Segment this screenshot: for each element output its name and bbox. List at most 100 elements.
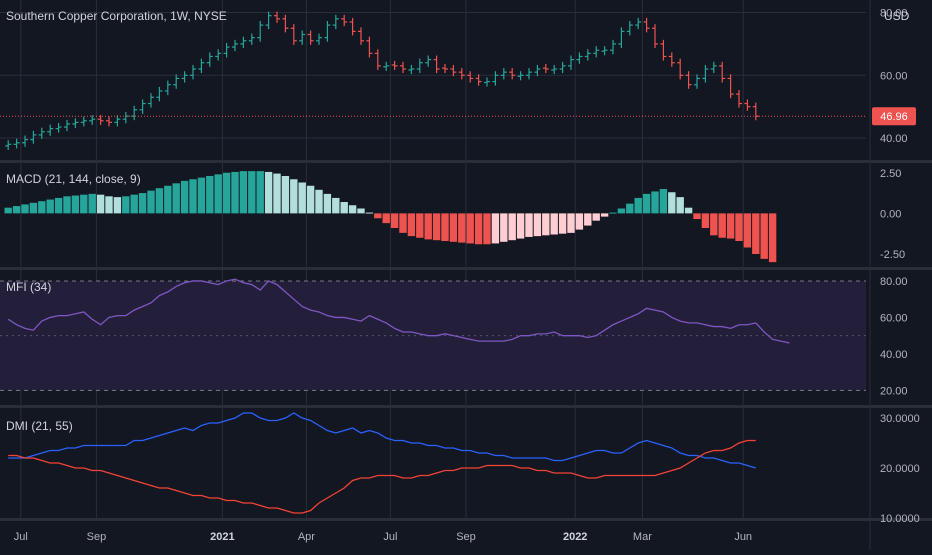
macd-histogram-bar[interactable] [332,197,340,214]
macd-histogram-bar[interactable] [651,191,659,214]
macd-histogram-bar[interactable] [290,179,298,214]
macd-histogram-bar[interactable] [231,171,239,214]
macd-histogram-bar[interactable] [584,213,592,226]
macd-histogram-bar[interactable] [138,193,147,214]
macd-histogram-bar[interactable] [281,176,290,214]
macd-title[interactable]: MACD (21, 144, close, 9) [6,172,141,186]
macd-histogram-bar[interactable] [710,213,718,236]
macd-histogram-bar[interactable] [525,213,533,237]
macd-histogram-bar[interactable] [365,212,374,214]
macd-histogram-bar[interactable] [29,202,38,214]
macd-histogram-bar[interactable] [164,185,172,214]
macd-histogram-bar[interactable] [693,213,701,220]
macd-histogram-bar[interactable] [54,197,63,214]
price-pane[interactable] [0,11,866,150]
macd-histogram-bar[interactable] [96,194,105,214]
macd-histogram-bar[interactable] [46,199,54,214]
macd-histogram-bar[interactable] [264,171,273,214]
dmi-minus-line[interactable] [8,439,756,514]
macd-histogram-bar[interactable] [550,213,558,235]
time-axis[interactable]: Jul Sep 2021 Apr Jul Sep 2022 Mar Jun [14,531,752,543]
macd-histogram-bar[interactable] [676,197,684,214]
macd-histogram-bar[interactable] [88,193,96,214]
macd-histogram-bar[interactable] [130,194,138,214]
macd-histogram-bar[interactable] [206,176,214,214]
macd-histogram-bar[interactable] [684,207,693,214]
macd-histogram-bar[interactable] [701,213,710,228]
macd-histogram-bar[interactable] [172,183,180,214]
macd-histogram-bar[interactable] [474,213,483,245]
macd-histogram-bar[interactable] [516,213,525,239]
macd-histogram-bar[interactable] [609,212,617,214]
macd-histogram-bar[interactable] [617,208,626,214]
macd-histogram-bar[interactable] [491,213,500,244]
macd-histogram-bar[interactable] [298,182,306,214]
macd-histogram-bar[interactable] [626,203,634,214]
macd-histogram-bar[interactable] [21,204,29,214]
dmi-plus-line[interactable] [8,412,756,469]
macd-histogram-bar[interactable] [63,196,71,214]
macd-histogram-bar[interactable] [197,177,206,214]
macd-histogram-bar[interactable] [180,180,189,214]
macd-histogram-bar[interactable] [71,195,80,214]
macd-histogram-bar[interactable] [542,213,550,236]
macd-histogram-bar[interactable] [600,213,609,217]
macd-histogram-bar[interactable] [399,213,407,233]
macd-histogram-bar[interactable] [189,179,197,214]
macd-histogram-bar[interactable] [80,194,88,214]
mfi-title[interactable]: MFI (34) [6,280,51,294]
macd-histogram-bar[interactable] [575,213,584,230]
macd-histogram-bar[interactable] [4,207,12,214]
macd-histogram-bar[interactable] [726,213,735,239]
macd-histogram-bar[interactable] [424,213,432,240]
pane-separator[interactable] [0,267,932,270]
macd-histogram-bar[interactable] [38,201,46,214]
macd-histogram-bar[interactable] [357,208,365,214]
macd-histogram-bar[interactable] [323,193,332,214]
symbol-title[interactable]: Southern Copper Corporation, 1W, NYSE [6,9,227,23]
macd-histogram-bar[interactable] [567,213,575,233]
macd-histogram-bar[interactable] [558,213,567,234]
pane-separator[interactable] [0,518,932,521]
macd-pane[interactable] [4,171,777,263]
macd-histogram-bar[interactable] [483,213,491,245]
macd-histogram-bar[interactable] [340,202,348,214]
macd-histogram-bar[interactable] [760,213,768,259]
macd-histogram-bar[interactable] [441,213,449,241]
macd-histogram-bar[interactable] [718,213,726,238]
pane-separator[interactable] [0,405,932,408]
pane-separators[interactable] [0,160,932,521]
last-price-badge[interactable] [872,107,916,126]
pane-separator[interactable] [0,160,932,163]
macd-histogram-bar[interactable] [407,213,416,237]
macd-histogram-bar[interactable] [348,205,357,214]
macd-histogram-bar[interactable] [390,213,399,228]
dmi-pane[interactable] [8,412,756,514]
macd-histogram-bar[interactable] [533,213,542,237]
macd-histogram-bar[interactable] [508,213,516,241]
macd-histogram-bar[interactable] [105,196,113,214]
macd-histogram-bar[interactable] [147,190,155,214]
macd-histogram-bar[interactable] [592,213,600,221]
macd-histogram-bar[interactable] [458,213,466,243]
mfi-pane[interactable] [0,278,866,391]
macd-histogram-bar[interactable] [466,213,474,244]
macd-histogram-bar[interactable] [222,172,231,214]
macd-histogram-bar[interactable] [122,196,130,214]
macd-histogram-bar[interactable] [214,174,222,214]
macd-histogram-bar[interactable] [743,213,752,248]
macd-histogram-bar[interactable] [668,192,676,214]
macd-histogram-bar[interactable] [500,213,508,242]
macd-histogram-bar[interactable] [642,193,651,214]
macd-histogram-bar[interactable] [256,171,264,214]
macd-histogram-bar[interactable] [374,213,382,219]
macd-histogram-bar[interactable] [449,213,458,242]
dmi-title[interactable]: DMI (21, 55) [6,419,73,433]
macd-histogram-bar[interactable] [432,213,441,241]
macd-histogram-bar[interactable] [239,171,248,214]
macd-histogram-bar[interactable] [634,197,642,214]
macd-histogram-bar[interactable] [306,185,315,214]
macd-histogram-bar[interactable] [113,197,122,214]
